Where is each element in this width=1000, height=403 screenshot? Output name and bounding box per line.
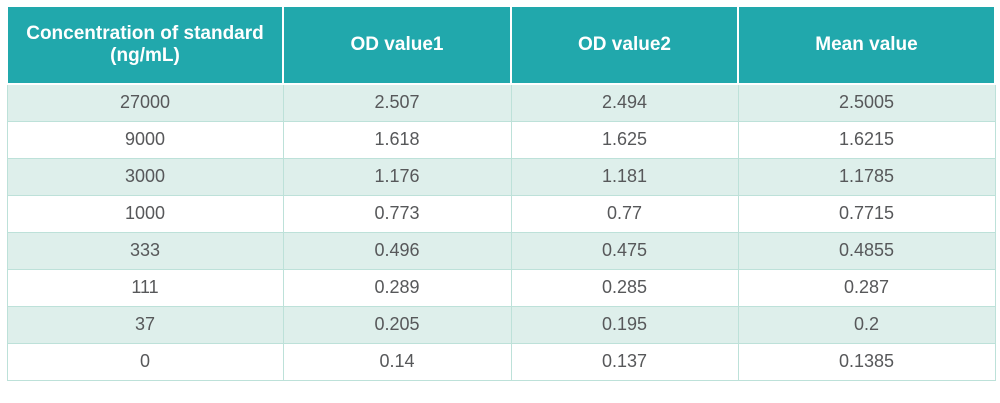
cell-concentration: 3000 bbox=[6, 157, 284, 196]
cell-od-value2: 0.475 bbox=[510, 231, 739, 270]
cell-mean-value: 1.6215 bbox=[737, 120, 996, 159]
cell-mean-value: 0.7715 bbox=[737, 194, 996, 233]
cell-concentration: 27000 bbox=[6, 83, 284, 122]
col-header-concentration: Concentration of standard (ng/mL) bbox=[6, 5, 284, 85]
cell-od-value1: 0.289 bbox=[282, 268, 512, 307]
cell-mean-value: 2.5005 bbox=[737, 83, 996, 122]
table-row: 111 0.289 0.285 0.287 bbox=[6, 268, 996, 307]
cell-od-value1: 0.205 bbox=[282, 305, 512, 344]
cell-od-value1: 2.507 bbox=[282, 83, 512, 122]
cell-od-value1: 0.14 bbox=[282, 342, 512, 381]
table-row: 27000 2.507 2.494 2.5005 bbox=[6, 83, 996, 122]
cell-od-value1: 0.773 bbox=[282, 194, 512, 233]
cell-od-value2: 0.195 bbox=[510, 305, 739, 344]
cell-od-value1: 1.618 bbox=[282, 120, 512, 159]
table-row: 3000 1.176 1.181 1.1785 bbox=[6, 157, 996, 196]
cell-mean-value: 0.4855 bbox=[737, 231, 996, 270]
cell-concentration: 1000 bbox=[6, 194, 284, 233]
table-row: 9000 1.618 1.625 1.6215 bbox=[6, 120, 996, 159]
cell-mean-value: 1.1785 bbox=[737, 157, 996, 196]
cell-concentration: 111 bbox=[6, 268, 284, 307]
col-header-od-value2: OD value2 bbox=[510, 5, 739, 85]
standards-od-table: Concentration of standard (ng/mL) OD val… bbox=[6, 5, 996, 381]
cell-od-value1: 0.496 bbox=[282, 231, 512, 270]
cell-mean-value: 0.2 bbox=[737, 305, 996, 344]
table-row: 333 0.496 0.475 0.4855 bbox=[6, 231, 996, 270]
table-row: 0 0.14 0.137 0.1385 bbox=[6, 342, 996, 381]
cell-mean-value: 0.1385 bbox=[737, 342, 996, 381]
cell-concentration: 0 bbox=[6, 342, 284, 381]
cell-mean-value: 0.287 bbox=[737, 268, 996, 307]
col-header-mean-value: Mean value bbox=[737, 5, 996, 85]
cell-concentration: 333 bbox=[6, 231, 284, 270]
table-row: 1000 0.773 0.77 0.7715 bbox=[6, 194, 996, 233]
cell-od-value2: 1.625 bbox=[510, 120, 739, 159]
cell-od-value1: 1.176 bbox=[282, 157, 512, 196]
cell-od-value2: 0.285 bbox=[510, 268, 739, 307]
cell-od-value2: 1.181 bbox=[510, 157, 739, 196]
cell-concentration: 37 bbox=[6, 305, 284, 344]
cell-concentration: 9000 bbox=[6, 120, 284, 159]
cell-od-value2: 2.494 bbox=[510, 83, 739, 122]
cell-od-value2: 0.137 bbox=[510, 342, 739, 381]
col-header-od-value1: OD value1 bbox=[282, 5, 512, 85]
table-row: 37 0.205 0.195 0.2 bbox=[6, 305, 996, 344]
cell-od-value2: 0.77 bbox=[510, 194, 739, 233]
header-row: Concentration of standard (ng/mL) OD val… bbox=[6, 5, 996, 85]
